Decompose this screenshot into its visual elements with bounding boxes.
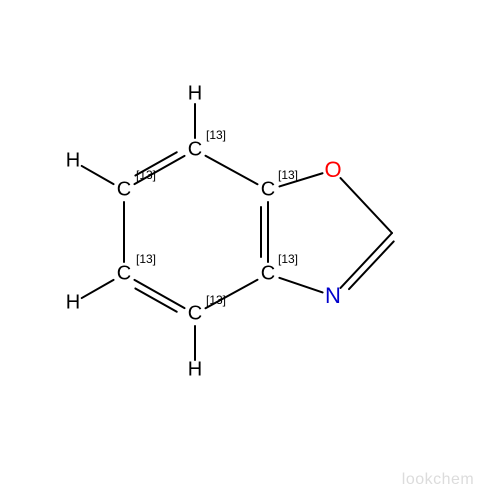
isotope-label: [13] (278, 168, 298, 182)
atom-C6: C (117, 179, 131, 202)
atom-C7: C (188, 139, 202, 162)
isotope-label: [13] (206, 128, 226, 142)
atom-H4: H (188, 359, 202, 382)
atom-H5: H (66, 292, 80, 315)
isotope-label: [13] (206, 293, 226, 307)
atom-C3a: C (261, 263, 275, 286)
bond-layer (0, 0, 500, 500)
atom-H7: H (188, 83, 202, 106)
atom-C5: C (117, 263, 131, 286)
atom-O: O (324, 157, 341, 183)
atom-C7a: C (261, 179, 275, 202)
atom-C4: C (188, 303, 202, 326)
isotope-label: [13] (136, 252, 156, 266)
molecule-canvas: ONCCCCCCHHHH[13][13][13][13][13][13] loo… (0, 0, 500, 500)
isotope-label: [13] (278, 252, 298, 266)
atom-H6: H (66, 150, 80, 173)
atom-N: N (325, 283, 341, 309)
isotope-label: [13] (136, 168, 156, 182)
